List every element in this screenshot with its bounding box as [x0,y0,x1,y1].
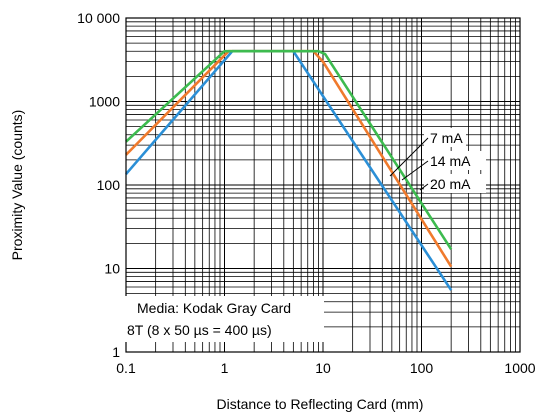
plot-frame [125,17,521,353]
series-line-20ma [125,49,453,251]
annotation-line-timing: 8T (8 x 50 µs = 400 µs) [127,322,272,338]
y-axis-label: Proximity Value (counts) [9,110,25,261]
y-tick-label: 100 [97,177,121,193]
series-line-14ma [125,49,453,268]
series-label-20ma: 20 mA [430,176,471,192]
series-labels: 7 mA 14 mA 20 mA [389,128,486,193]
y-tick-label: 1 [112,344,120,360]
x-tick-label: 1000 [504,360,535,376]
annotation-line-media: Media: Kodak Gray Card [137,300,291,316]
series-lines [125,49,453,291]
y-tick-label: 10 000 [77,10,120,26]
x-tick-label: 100 [410,360,434,376]
series-leader-7ma [389,137,429,177]
series-leader-20ma [419,183,429,191]
series-line-7ma [125,49,453,291]
series-label-7ma: 7 mA [430,130,463,146]
x-tick-label: 0.1 [116,360,136,376]
y-tick-label: 1000 [89,94,120,110]
series-label-14ma: 14 mA [430,153,471,169]
x-tick-label: 1 [221,360,229,376]
series-leader-14ma [401,160,429,181]
x-tick-label: 10 [315,360,331,376]
annotation-box: Media: Kodak Gray Card 8T (8 x 50 µs = 4… [119,296,324,342]
x-axis-label: Distance to Reflecting Card (mm) [217,396,424,412]
y-tick-label: 10 [104,261,120,277]
